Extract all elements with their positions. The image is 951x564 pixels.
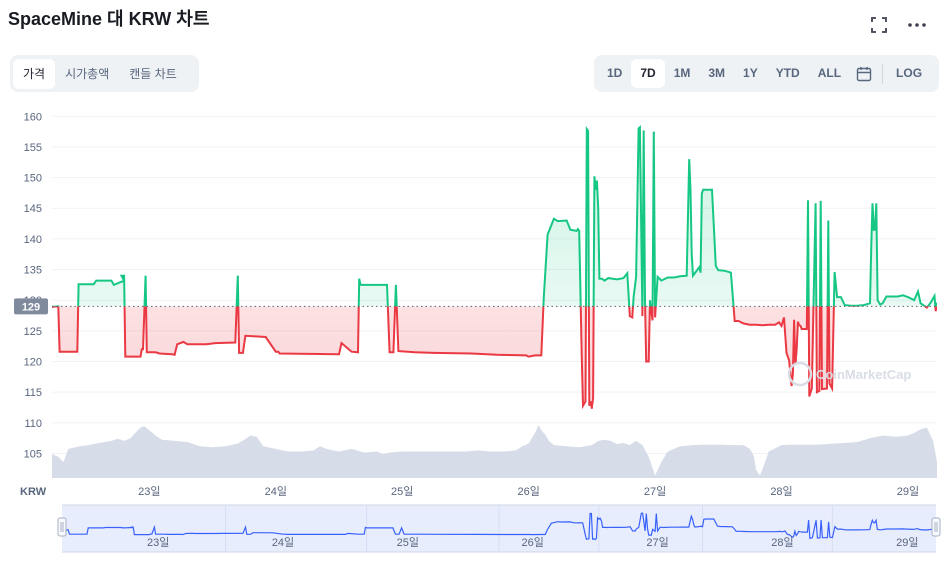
tab-price[interactable]: 가격 <box>13 58 56 89</box>
y-tick-label: 140 <box>24 234 42 246</box>
y-tick-label: 115 <box>24 387 42 399</box>
y-tick-label: 125 <box>24 326 42 338</box>
price-line-up <box>52 125 937 307</box>
y-tick-label: 130 <box>24 295 42 307</box>
x-tick-label: 27일 <box>644 484 666 498</box>
navigator-tick-label: 23일 <box>147 535 169 549</box>
watermark-logo <box>787 361 813 387</box>
log-scale-toggle[interactable]: LOG <box>896 66 923 80</box>
range-3m[interactable]: 3M <box>708 66 726 80</box>
navigator-tick-label: 29일 <box>896 535 918 549</box>
navigator-left-handle[interactable] <box>57 517 67 537</box>
range-all[interactable]: ALL <box>817 66 842 80</box>
navigator-line <box>61 512 937 541</box>
y-unit-label: KRW <box>20 486 47 498</box>
navigator-tick-label: 26일 <box>522 535 544 549</box>
area-below-baseline <box>52 306 937 409</box>
x-tick-label: 24일 <box>265 484 287 498</box>
navigator-tick-label: 28일 <box>771 535 793 549</box>
more-icon[interactable] <box>906 14 928 36</box>
baseline-label: 129 <box>22 301 40 313</box>
y-tick-label: 135 <box>24 265 42 277</box>
calendar-icon[interactable] <box>854 59 874 88</box>
tab-market-cap[interactable]: 시가총액 <box>65 66 110 81</box>
y-tick-label: 110 <box>24 418 42 430</box>
x-tick-label: 26일 <box>517 484 539 498</box>
fullscreen-icon[interactable] <box>868 14 890 36</box>
baseline-badge <box>14 298 48 315</box>
price-line-down <box>52 306 937 410</box>
range-7d[interactable]: 7D <box>631 59 665 88</box>
x-tick-label: 28일 <box>770 484 792 498</box>
range-1m[interactable]: 1M <box>673 66 691 80</box>
x-tick-label: 29일 <box>897 484 919 498</box>
range-1d[interactable]: 1D <box>607 66 623 80</box>
watermark-text: CoinMarketCap <box>816 367 911 382</box>
y-tick-label: 160 <box>24 111 42 123</box>
navigator-tick-label: 27일 <box>646 535 668 549</box>
range-selector: 1D 7D 1M 3M 1Y YTD ALL LOG <box>594 55 939 92</box>
x-tick-label: 25일 <box>391 484 413 498</box>
y-tick-label: 150 <box>24 173 42 185</box>
range-divider <box>882 63 884 84</box>
tab-candle-chart[interactable]: 캔들 차트 <box>129 66 177 81</box>
range-ytd[interactable]: YTD <box>775 66 800 80</box>
navigator-right-handle[interactable] <box>931 517 941 537</box>
y-tick-label: 145 <box>24 203 42 215</box>
y-tick-label: 105 <box>24 448 42 460</box>
y-tick-label: 155 <box>24 142 42 154</box>
navigator-tick-label: 25일 <box>397 535 419 549</box>
y-tick-label: 120 <box>24 357 42 369</box>
x-tick-label: 23일 <box>138 484 160 498</box>
page-title: SpaceMine 대 KRW 차트 <box>8 9 210 29</box>
volume-area <box>52 425 937 478</box>
area-above-baseline <box>52 127 937 307</box>
navigator-tick-label: 24일 <box>272 535 294 549</box>
navigator-window <box>62 505 936 552</box>
chart-type-tabs: 가격 시가총액 캔들 차트 <box>10 55 199 92</box>
range-1y[interactable]: 1Y <box>743 66 758 80</box>
